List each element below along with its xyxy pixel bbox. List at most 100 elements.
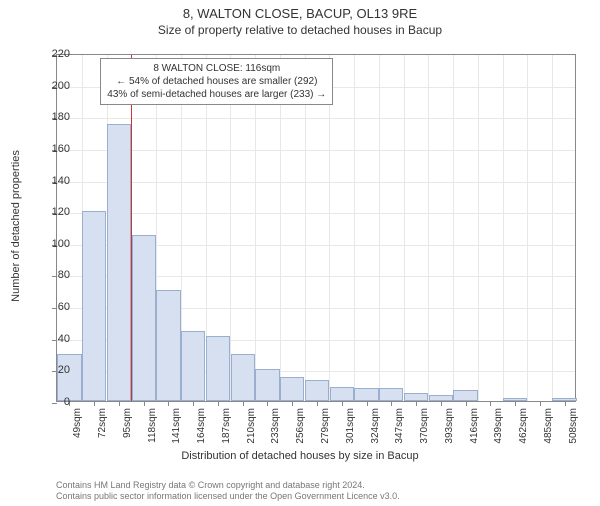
y-axis-label: Number of detached properties — [10, 150, 22, 302]
x-tick — [317, 401, 318, 406]
y-tick-label: 100 — [52, 238, 70, 250]
x-tick-label: 49sqm — [72, 408, 83, 438]
x-tick-label: 393sqm — [444, 408, 455, 444]
histogram-bar — [206, 336, 230, 401]
histogram-bar — [132, 235, 156, 401]
y-tick-label: 120 — [52, 206, 70, 218]
x-tick — [391, 401, 392, 406]
page-title: 8, WALTON CLOSE, BACUP, OL13 9RE — [0, 6, 600, 21]
property-marker-line — [131, 55, 132, 401]
y-tick-label: 40 — [58, 333, 70, 345]
x-tick-label: 279sqm — [320, 408, 331, 444]
grid-line-v — [552, 55, 553, 401]
grid-line-v — [255, 55, 256, 401]
x-tick-label: 118sqm — [147, 408, 158, 443]
histogram-bar — [107, 124, 131, 401]
histogram-bar — [354, 388, 378, 401]
annotation-line3: 43% of semi-detached houses are larger (… — [107, 88, 326, 101]
grid-line-v — [230, 55, 231, 401]
x-tick — [168, 401, 169, 406]
x-tick-label: 187sqm — [221, 408, 232, 444]
grid-line-v — [453, 55, 454, 401]
histogram-bar — [330, 387, 354, 401]
grid-line-h — [57, 150, 575, 151]
grid-line-v — [280, 55, 281, 401]
grid-line-v — [329, 55, 330, 401]
annotation-box: 8 WALTON CLOSE: 116sqm← 54% of detached … — [100, 58, 333, 105]
x-tick — [540, 401, 541, 406]
x-tick-label: 256sqm — [295, 408, 306, 444]
page-subtitle: Size of property relative to detached ho… — [0, 23, 600, 37]
histogram-bar — [181, 331, 205, 401]
grid-line-v — [379, 55, 380, 401]
x-axis-label: Distribution of detached houses by size … — [0, 450, 600, 462]
y-tick-label: 20 — [58, 364, 70, 376]
grid-line-h — [57, 118, 575, 119]
grid-line-h — [57, 182, 575, 183]
x-tick — [267, 401, 268, 406]
histogram-bar — [156, 290, 180, 401]
histogram-bar — [305, 380, 329, 401]
annotation-line2: ← 54% of detached houses are smaller (29… — [107, 75, 326, 88]
grid-line-v — [354, 55, 355, 401]
histogram-bar — [404, 393, 428, 401]
y-tick-label: 0 — [64, 396, 70, 408]
x-tick-label: 95sqm — [122, 408, 133, 438]
histogram-bar — [255, 369, 279, 401]
x-tick — [367, 401, 368, 406]
x-tick-label: 164sqm — [196, 408, 207, 444]
x-tick-label: 72sqm — [97, 408, 108, 438]
x-tick — [342, 401, 343, 406]
annotation-line1: 8 WALTON CLOSE: 116sqm — [107, 62, 326, 75]
histogram-bar — [231, 354, 255, 401]
y-tick-label: 180 — [52, 111, 70, 123]
y-tick-label: 80 — [58, 269, 70, 281]
y-tick-label: 140 — [52, 175, 70, 187]
footer-line2: Contains public sector information licen… — [56, 491, 400, 502]
footer-line1: Contains HM Land Registry data © Crown c… — [56, 480, 400, 491]
x-tick-label: 141sqm — [171, 408, 182, 444]
x-tick-label: 210sqm — [246, 408, 257, 444]
histogram-chart — [56, 54, 576, 402]
x-tick-label: 508sqm — [568, 408, 579, 444]
x-tick — [515, 401, 516, 406]
x-tick — [243, 401, 244, 406]
x-tick-label: 301sqm — [345, 408, 356, 444]
footer-attribution: Contains HM Land Registry data © Crown c… — [56, 480, 400, 502]
x-tick — [466, 401, 467, 406]
y-tick-label: 60 — [58, 301, 70, 313]
histogram-bar — [82, 211, 106, 401]
grid-line-v — [527, 55, 528, 401]
y-tick — [52, 308, 57, 309]
y-tick-label: 200 — [52, 80, 70, 92]
x-tick — [119, 401, 120, 406]
x-tick — [193, 401, 194, 406]
x-tick-label: 416sqm — [469, 408, 480, 444]
grid-line-v — [503, 55, 504, 401]
x-tick-label: 347sqm — [394, 408, 405, 444]
x-tick-label: 324sqm — [370, 408, 381, 444]
grid-line-h — [57, 213, 575, 214]
x-tick-label: 370sqm — [419, 408, 430, 444]
x-tick — [565, 401, 566, 406]
grid-line-v — [428, 55, 429, 401]
x-tick — [441, 401, 442, 406]
x-tick-label: 485sqm — [543, 408, 554, 444]
y-tick — [52, 340, 57, 341]
x-tick-label: 233sqm — [270, 408, 281, 444]
x-tick — [218, 401, 219, 406]
histogram-bar — [379, 388, 403, 401]
x-tick — [94, 401, 95, 406]
histogram-bar — [280, 377, 304, 401]
grid-line-v — [404, 55, 405, 401]
y-tick — [52, 276, 57, 277]
y-tick-label: 220 — [52, 48, 70, 60]
x-tick — [416, 401, 417, 406]
grid-line-v — [478, 55, 479, 401]
x-tick — [292, 401, 293, 406]
x-tick-label: 439sqm — [493, 408, 504, 444]
y-tick-label: 160 — [52, 143, 70, 155]
y-tick — [52, 403, 57, 404]
x-tick-label: 462sqm — [518, 408, 529, 444]
grid-line-v — [305, 55, 306, 401]
